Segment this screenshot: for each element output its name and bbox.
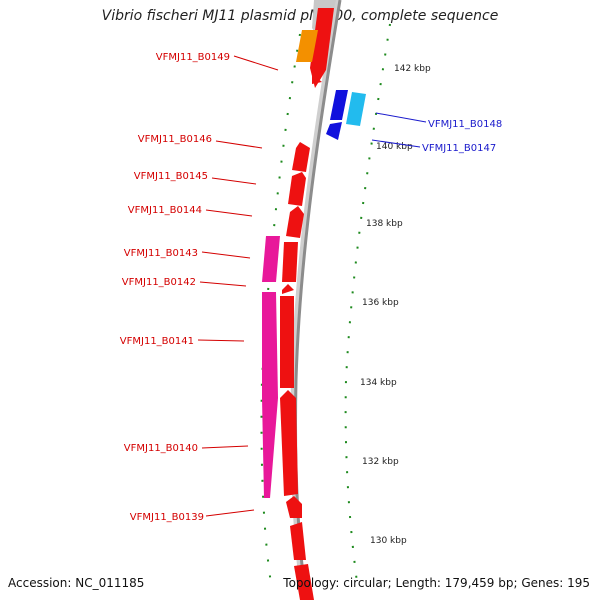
- gene-label-b0146: VFMJ11_B0146: [138, 134, 212, 145]
- gene-label-b0142: VFMJ11_B0142: [122, 277, 196, 288]
- gene-arrow-b0141: [280, 296, 294, 388]
- kbp-labels: 142 kbp 140 kbp 138 kbp 136 kbp 134 kbp …: [360, 64, 431, 546]
- kbp-label: 130 kbp: [370, 536, 407, 546]
- kbp-label: 136 kbp: [362, 298, 399, 308]
- gene-label-b0149: VFMJ11_B0149: [156, 52, 230, 63]
- gene-arrow-b0142: [282, 284, 294, 294]
- map-title: Vibrio fischeri MJ11 plasmid pMJ100, com…: [101, 8, 499, 24]
- gene-blue-group[interactable]: [326, 90, 366, 140]
- gene-orange[interactable]: [296, 30, 318, 62]
- gene-label-b0148: VFMJ11_B0148: [428, 119, 502, 130]
- kbp-label: 138 kbp: [366, 219, 403, 229]
- gene-label-b0141: VFMJ11_B0141: [120, 336, 194, 347]
- gene-arrow-bottom-2: [294, 564, 314, 600]
- label-leaders: [197, 55, 427, 517]
- gene-arrow-b0144: [286, 206, 304, 238]
- kbp-label: 134 kbp: [360, 378, 397, 388]
- gene-magenta-b0140: [262, 292, 278, 498]
- gene-label-b0144: VFMJ11_B0144: [128, 205, 202, 216]
- gene-arrows-magenta[interactable]: [262, 236, 280, 498]
- gene-labels: VFMJ11_B0149 VFMJ11_B0148 VFMJ11_B0147 V…: [120, 52, 502, 523]
- gene-label-b0147: VFMJ11_B0147: [422, 143, 496, 154]
- accession-text: Accession: NC_011185: [8, 576, 145, 590]
- topology-info-text: Topology: circular; Length: 179,459 bp; …: [283, 576, 590, 590]
- gene-arrow-b0145: [288, 172, 306, 206]
- gene-arrow-bottom-1: [290, 522, 306, 560]
- gene-label-b0143: VFMJ11_B0143: [124, 248, 198, 259]
- gene-arrow-b0139: [286, 496, 302, 518]
- gene-label-b0139: VFMJ11_B0139: [130, 512, 204, 523]
- gene-arrow-b0140: [280, 390, 298, 496]
- gene-arrows-red[interactable]: [280, 142, 314, 600]
- gene-label-b0140: VFMJ11_B0140: [124, 443, 198, 454]
- gene-arrow-b0146: [292, 142, 310, 172]
- gene-arrow-b0143: [282, 242, 298, 282]
- gene-magenta-b0143: [262, 236, 280, 282]
- kbp-label: 132 kbp: [362, 457, 399, 467]
- kbp-label: 140 kbp: [376, 142, 413, 152]
- kbp-label: 142 kbp: [394, 64, 431, 74]
- gene-label-b0145: VFMJ11_B0145: [134, 171, 208, 182]
- inner-tick-ring: [260, 33, 301, 591]
